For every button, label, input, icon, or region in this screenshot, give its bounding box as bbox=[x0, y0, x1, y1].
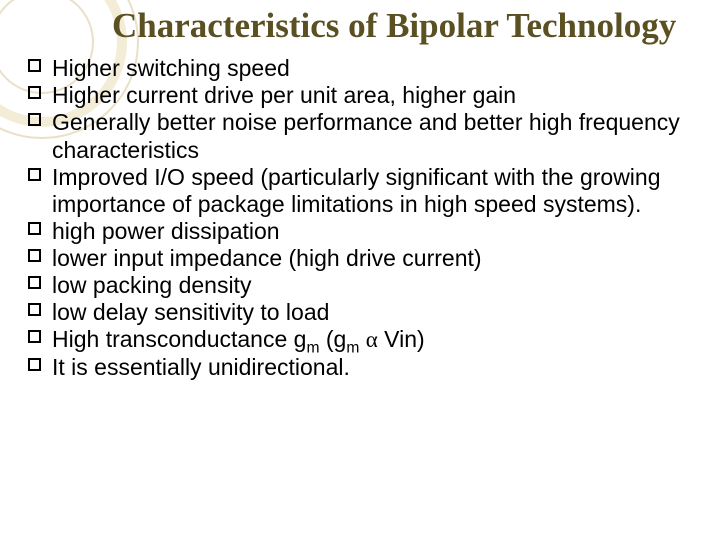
bullet-text: high power dissipation bbox=[52, 218, 280, 244]
bullet-text: low packing density bbox=[52, 272, 251, 298]
list-item: high power dissipation bbox=[28, 218, 692, 245]
checkbox-icon bbox=[28, 222, 41, 235]
list-item: Higher switching speed bbox=[28, 55, 692, 82]
checkbox-icon bbox=[28, 86, 41, 99]
slide-title: Characteristics of Bipolar Technology bbox=[112, 6, 692, 45]
checkbox-icon bbox=[28, 168, 41, 181]
list-item: Improved I/O speed (particularly signifi… bbox=[28, 164, 692, 218]
list-item: low delay sensitivity to load bbox=[28, 299, 692, 326]
bullet-list: Higher switching speed Higher current dr… bbox=[28, 55, 692, 381]
bullet-text: Higher current drive per unit area, high… bbox=[52, 82, 516, 108]
slide-content: Characteristics of Bipolar Technology Hi… bbox=[0, 0, 720, 540]
bullet-text: Improved I/O speed (particularly signifi… bbox=[52, 164, 661, 217]
text-part: Vin) bbox=[378, 326, 425, 352]
checkbox-icon bbox=[28, 330, 41, 343]
alpha-symbol: α bbox=[366, 327, 378, 352]
text-part: High transconductance g bbox=[52, 326, 306, 352]
list-item: low packing density bbox=[28, 272, 692, 299]
bullet-text: It is essentially unidirectional. bbox=[52, 354, 350, 380]
checkbox-icon bbox=[28, 303, 41, 316]
checkbox-icon bbox=[28, 358, 41, 371]
text-part: (g bbox=[319, 326, 346, 352]
checkbox-icon bbox=[28, 249, 41, 262]
list-item: Higher current drive per unit area, high… bbox=[28, 82, 692, 109]
bullet-text: Generally better noise performance and b… bbox=[52, 109, 680, 162]
list-item: High transconductance gm (gm α Vin) bbox=[28, 326, 692, 353]
checkbox-icon bbox=[28, 276, 41, 289]
checkbox-icon bbox=[28, 113, 41, 126]
bullet-text: High transconductance gm (gm α Vin) bbox=[52, 326, 425, 352]
checkbox-icon bbox=[28, 59, 41, 72]
bullet-text: lower input impedance (high drive curren… bbox=[52, 245, 482, 271]
bullet-text: low delay sensitivity to load bbox=[52, 299, 329, 325]
list-item: It is essentially unidirectional. bbox=[28, 354, 692, 381]
list-item: Generally better noise performance and b… bbox=[28, 109, 692, 163]
list-item: lower input impedance (high drive curren… bbox=[28, 245, 692, 272]
bullet-text: Higher switching speed bbox=[52, 55, 290, 81]
